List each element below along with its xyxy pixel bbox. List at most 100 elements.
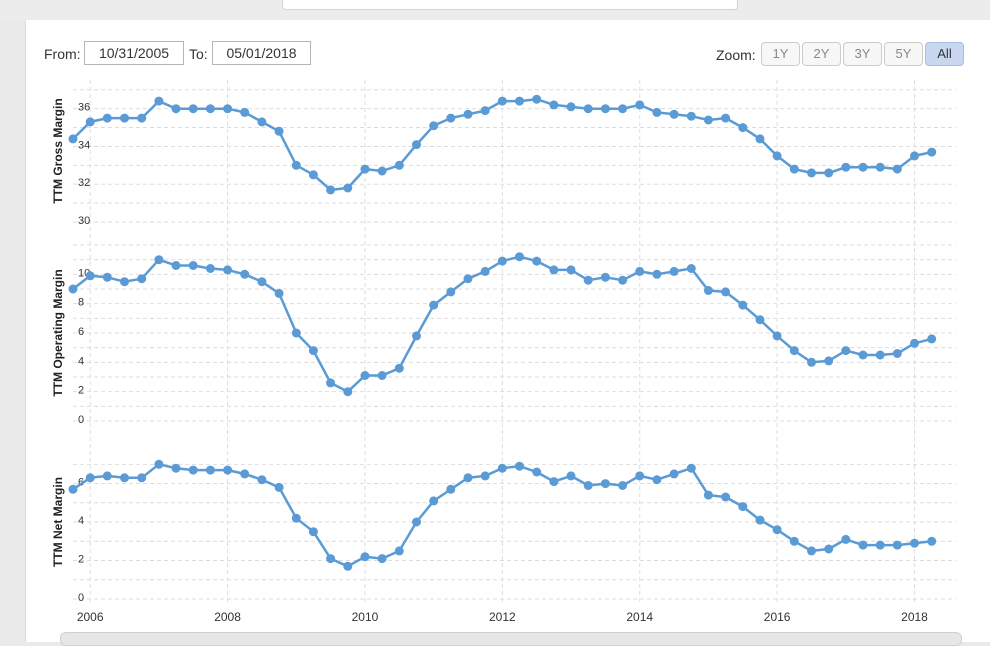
data-point: [583, 275, 593, 285]
data-point: [205, 465, 215, 475]
data-point: [583, 481, 593, 490]
x-tick-label: 2012: [489, 610, 516, 624]
data-point: [326, 185, 336, 195]
data-point: [360, 552, 370, 562]
data-point: [875, 350, 885, 360]
data-point: [120, 277, 129, 287]
to-date-input[interactable]: 05/01/2018: [212, 41, 311, 65]
data-point: [669, 469, 679, 479]
data-point: [120, 473, 129, 483]
data-point: [446, 113, 456, 123]
x-tick-label: 2016: [764, 610, 791, 624]
data-point: [205, 264, 215, 273]
data-point: [635, 471, 645, 481]
data-point: [412, 331, 421, 341]
data-point: [927, 536, 937, 546]
y-tick-label: 36: [78, 102, 90, 114]
data-point: [789, 346, 799, 356]
top-strip: [0, 0, 990, 20]
data-point: [824, 544, 834, 554]
data-point: [446, 287, 456, 297]
data-point: [223, 465, 233, 475]
data-point: [480, 266, 490, 276]
data-point: [429, 121, 439, 131]
data-point: [652, 475, 662, 485]
data-point: [927, 334, 937, 344]
data-point: [635, 100, 645, 110]
zoom-2y-button[interactable]: 2Y: [802, 42, 841, 66]
y-tick-label: 32: [78, 177, 90, 189]
y-axis-title: TTM Net Margin: [51, 477, 65, 567]
data-point: [549, 100, 559, 110]
data-point: [308, 346, 318, 356]
page-tab: [282, 0, 738, 10]
data-point: [549, 265, 559, 275]
data-point: [274, 482, 284, 492]
data-point: [326, 554, 336, 564]
data-point: [772, 525, 782, 535]
data-point: [703, 115, 713, 125]
x-tick-label: 2014: [626, 610, 653, 624]
data-point: [463, 473, 473, 483]
data-point: [85, 271, 95, 281]
data-point: [549, 477, 559, 487]
data-point: [807, 546, 816, 556]
data-point: [618, 104, 628, 114]
data-point: [703, 490, 713, 500]
data-point: [412, 517, 421, 527]
data-point: [566, 471, 576, 481]
zoom-5y-button[interactable]: 5Y: [884, 42, 923, 66]
data-point: [721, 113, 731, 123]
y-tick-label: 4: [78, 355, 84, 367]
data-point: [360, 164, 370, 174]
data-point: [154, 96, 164, 106]
zoom-1y-button[interactable]: 1Y: [761, 42, 800, 66]
data-point: [738, 300, 748, 310]
data-point: [738, 123, 748, 133]
data-point: [686, 463, 696, 473]
zoom-all-button[interactable]: All: [925, 42, 964, 66]
data-point: [171, 104, 181, 114]
data-point: [240, 269, 250, 279]
zoom-label: Zoom:: [716, 47, 756, 63]
y-tick-label: 0: [78, 414, 84, 426]
data-point: [120, 113, 129, 123]
navigator-scrollbar[interactable]: [60, 632, 962, 646]
data-point: [807, 168, 816, 178]
data-point: [566, 102, 576, 112]
data-point: [789, 164, 799, 174]
data-point: [841, 534, 851, 544]
data-point: [755, 315, 765, 325]
data-point: [343, 387, 353, 397]
chart-panel: [25, 20, 990, 642]
data-point: [515, 252, 524, 262]
data-point: [171, 463, 181, 473]
data-point: [446, 484, 456, 494]
x-tick-label: 2006: [77, 610, 104, 624]
data-point: [257, 475, 267, 485]
data-point: [892, 349, 902, 358]
from-label: From:: [44, 46, 81, 62]
data-point: [583, 104, 593, 114]
data-point: [85, 117, 95, 127]
y-axis-title: TTM Operating Margin: [51, 269, 65, 396]
x-tick-label: 2018: [901, 610, 928, 624]
from-date-input[interactable]: 10/31/2005: [84, 41, 184, 65]
zoom-3y-button[interactable]: 3Y: [843, 42, 882, 66]
data-point: [257, 117, 267, 127]
data-point: [205, 104, 215, 114]
data-point: [721, 287, 731, 297]
data-point: [154, 459, 164, 469]
data-point: [618, 481, 628, 490]
data-point: [68, 484, 78, 494]
to-label: To:: [189, 46, 208, 62]
data-point: [463, 274, 473, 284]
data-point: [223, 265, 233, 275]
data-point: [480, 106, 490, 116]
data-point: [240, 107, 250, 117]
data-point: [669, 109, 679, 119]
data-point: [377, 554, 387, 564]
data-point: [789, 536, 799, 546]
data-point: [738, 502, 748, 512]
